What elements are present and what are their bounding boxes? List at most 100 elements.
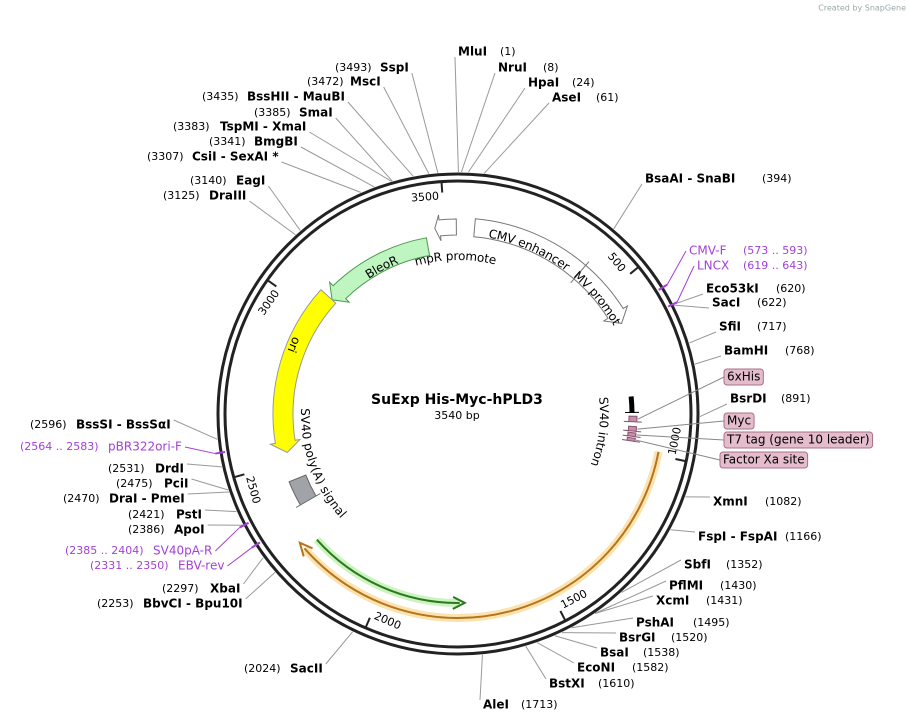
enzyme-name: SmaI	[299, 106, 333, 120]
enzyme-position: (3385)	[254, 106, 291, 119]
credit: Created by SnapGene	[818, 4, 906, 13]
enzyme-leader	[204, 509, 237, 513]
enzyme-position: (622)	[757, 296, 787, 309]
plasmid-length: 3540 bp	[434, 409, 479, 422]
feature-arrow	[434, 214, 457, 242]
enzyme-name: SspI	[380, 61, 409, 75]
tick-mark	[629, 266, 640, 275]
enzyme-name: XbaI	[210, 582, 240, 596]
tick-label: 1000	[666, 426, 684, 456]
enzyme-position: (2386)	[128, 523, 165, 536]
enzyme-leader	[674, 304, 710, 309]
enzyme-leader	[267, 185, 301, 231]
enzyme-name: SfiI	[719, 320, 741, 334]
enzyme-name: TspMI - XmaI	[220, 120, 306, 134]
feature-arrow	[624, 396, 639, 414]
tick-label: 2500	[243, 475, 263, 505]
enzyme-name: BssHII - MauBI	[247, 90, 345, 104]
enzyme-position: (3435)	[202, 90, 239, 103]
enzyme-name: EagI	[236, 174, 265, 188]
enzyme-position: (1352)	[726, 558, 763, 571]
enzyme-name: BamHI	[724, 344, 768, 358]
enzyme-name: MluI	[458, 45, 487, 59]
primer-mark	[667, 301, 678, 308]
feature-label: SV40 poly(A) signal	[298, 408, 349, 520]
enzyme-leader	[243, 557, 264, 585]
enzyme-name: Eco53kI	[706, 282, 759, 296]
enzyme-position: (3140)	[190, 174, 227, 187]
enzyme-leader	[411, 72, 439, 173]
enzyme-name: XcmI	[656, 594, 689, 608]
tag-feature	[621, 436, 640, 443]
tick-mark	[266, 279, 277, 288]
tag-leader	[635, 439, 721, 461]
enzyme-leader	[325, 631, 353, 665]
primer-range: (573 .. 593)	[743, 244, 808, 257]
enzyme-position: (3125)	[163, 189, 200, 202]
enzyme-position: (717)	[757, 320, 787, 333]
feature-arrow	[268, 289, 337, 454]
primer-name: pBR322ori-F	[108, 440, 182, 454]
primer-mark	[239, 521, 250, 529]
enzyme-name: ApoI	[174, 523, 205, 537]
primer-leader	[666, 250, 687, 285]
enzyme-name: DrdI	[155, 462, 184, 476]
enzyme-position: (2470)	[63, 492, 100, 505]
enzyme-leader	[595, 580, 667, 614]
enzyme-name: PciI	[164, 477, 189, 491]
primer-mark	[215, 450, 226, 455]
feature-arrow	[288, 474, 321, 508]
enzyme-name: CsiI - SexAI *	[192, 150, 279, 164]
enzyme-name: SacI	[712, 296, 740, 310]
enzyme-name: SbfI	[684, 558, 711, 572]
enzyme-leader	[571, 617, 634, 629]
enzyme-leader	[460, 72, 496, 173]
feature-label-text: ori	[285, 335, 304, 355]
tag-leader	[637, 376, 725, 420]
feature-label: CMV promoter	[0, 0, 624, 328]
enzyme-name: AleI	[483, 698, 509, 712]
feature-label-text: CMV promoter	[0, 0, 624, 328]
enzyme-position: (620)	[776, 282, 806, 295]
enzyme-name: BsaI	[600, 646, 629, 660]
enzyme-position: (2596)	[30, 418, 67, 431]
tag-box	[723, 412, 755, 430]
enzyme-name: BstXI	[549, 677, 585, 691]
enzyme-position: (3493)	[335, 61, 372, 74]
enzyme-name: BsaAI - SnaBI	[645, 172, 735, 186]
enzyme-position: (3341)	[209, 135, 246, 148]
enzyme-position: (1538)	[643, 646, 680, 659]
enzyme-name: BssSI - BssSαI	[76, 418, 171, 432]
primer-range: (2385 .. 2404)	[65, 544, 144, 557]
primer-leader	[184, 446, 216, 455]
primer-name: EBV-rev	[178, 559, 224, 573]
enzyme-leader	[467, 87, 526, 173]
enzyme-position: (394)	[762, 172, 792, 185]
backbone-inner	[223, 179, 693, 649]
tag-leader	[637, 420, 725, 430]
enzyme-position: (1431)	[706, 594, 743, 607]
primer-name: SV40pA-R	[153, 544, 212, 558]
primer-leader	[214, 527, 241, 552]
tag-box	[723, 431, 874, 449]
feature-label-text: SV40 intron	[588, 396, 611, 468]
tag-feature	[622, 431, 641, 438]
enzyme-position: (891)	[781, 392, 811, 405]
enzyme-name: DraI - PmeI	[109, 492, 185, 506]
enzyme-position: (8)	[543, 61, 559, 74]
enzyme-leader	[670, 529, 696, 533]
feature-label-text: AmpR promoter	[0, 0, 498, 268]
enzyme-position: (2297)	[162, 582, 199, 595]
enzyme-leader	[694, 355, 722, 365]
enzyme-leader	[621, 559, 682, 593]
tag-feature	[623, 415, 642, 423]
enzyme-leader	[309, 131, 392, 182]
tag-box	[723, 368, 764, 386]
enzyme-position: (3383)	[173, 120, 210, 133]
enzyme-position: (2421)	[128, 508, 165, 521]
enzyme-name: SacII	[290, 662, 323, 676]
primer-name: CMV-F	[689, 244, 727, 258]
enzyme-leader	[249, 200, 296, 236]
enzyme-position: (1520)	[671, 631, 708, 644]
orf2-arc	[316, 539, 460, 604]
